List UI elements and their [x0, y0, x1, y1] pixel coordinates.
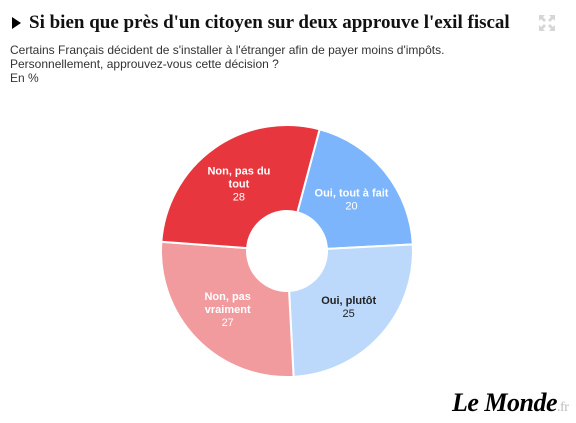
- le-monde-logo[interactable]: Le Monde.fr: [452, 388, 569, 418]
- slice-label-non-pas-du-tout-line-1: Non, pas du: [207, 165, 270, 177]
- slice-label-non-pas-du-tout-line-2: tout: [229, 178, 250, 190]
- subtitle-line-2: Personnellement, approuvez-vous cette dé…: [10, 57, 279, 71]
- slice-value-oui-tout-a-fait: 20: [345, 200, 357, 212]
- slice-label-non-pas-vraiment-line-1: Non, pas: [204, 291, 250, 303]
- subtitle-line-1: Certains Français décident de s'installe…: [10, 43, 445, 57]
- slice-value-non-pas-vraiment: 27: [222, 317, 234, 329]
- slice-label-oui-plutot: Oui, plutôt: [321, 295, 376, 307]
- slice-label-non-pas-vraiment-line-2: vraiment: [205, 304, 251, 316]
- slice-oui-plutot[interactable]: [288, 243, 414, 378]
- chart-subtitle: Certains Français décident de s'installe…: [10, 43, 566, 71]
- slice-non-pas-du-tout[interactable]: [160, 124, 321, 250]
- play-icon: [12, 17, 21, 29]
- logo-name: Le Monde: [452, 388, 558, 417]
- unit-label: En %: [10, 71, 39, 85]
- logo-tld: .fr: [557, 400, 569, 415]
- chart-header: Si bien que près d'un citoyen sur deux a…: [10, 12, 566, 85]
- slice-oui-tout-a-fait[interactable]: [296, 128, 414, 250]
- expand-icon[interactable]: [538, 14, 556, 32]
- slice-value-non-pas-du-tout: 28: [233, 191, 245, 203]
- slice-label-oui-tout-a-fait: Oui, tout à fait: [315, 187, 389, 199]
- slice-non-pas-vraiment[interactable]: [160, 240, 295, 378]
- chart-title: Si bien que près d'un citoyen sur deux a…: [29, 12, 510, 33]
- slice-value-oui-plutot: 25: [343, 308, 355, 320]
- title-row: Si bien que près d'un citoyen sur deux a…: [10, 12, 566, 34]
